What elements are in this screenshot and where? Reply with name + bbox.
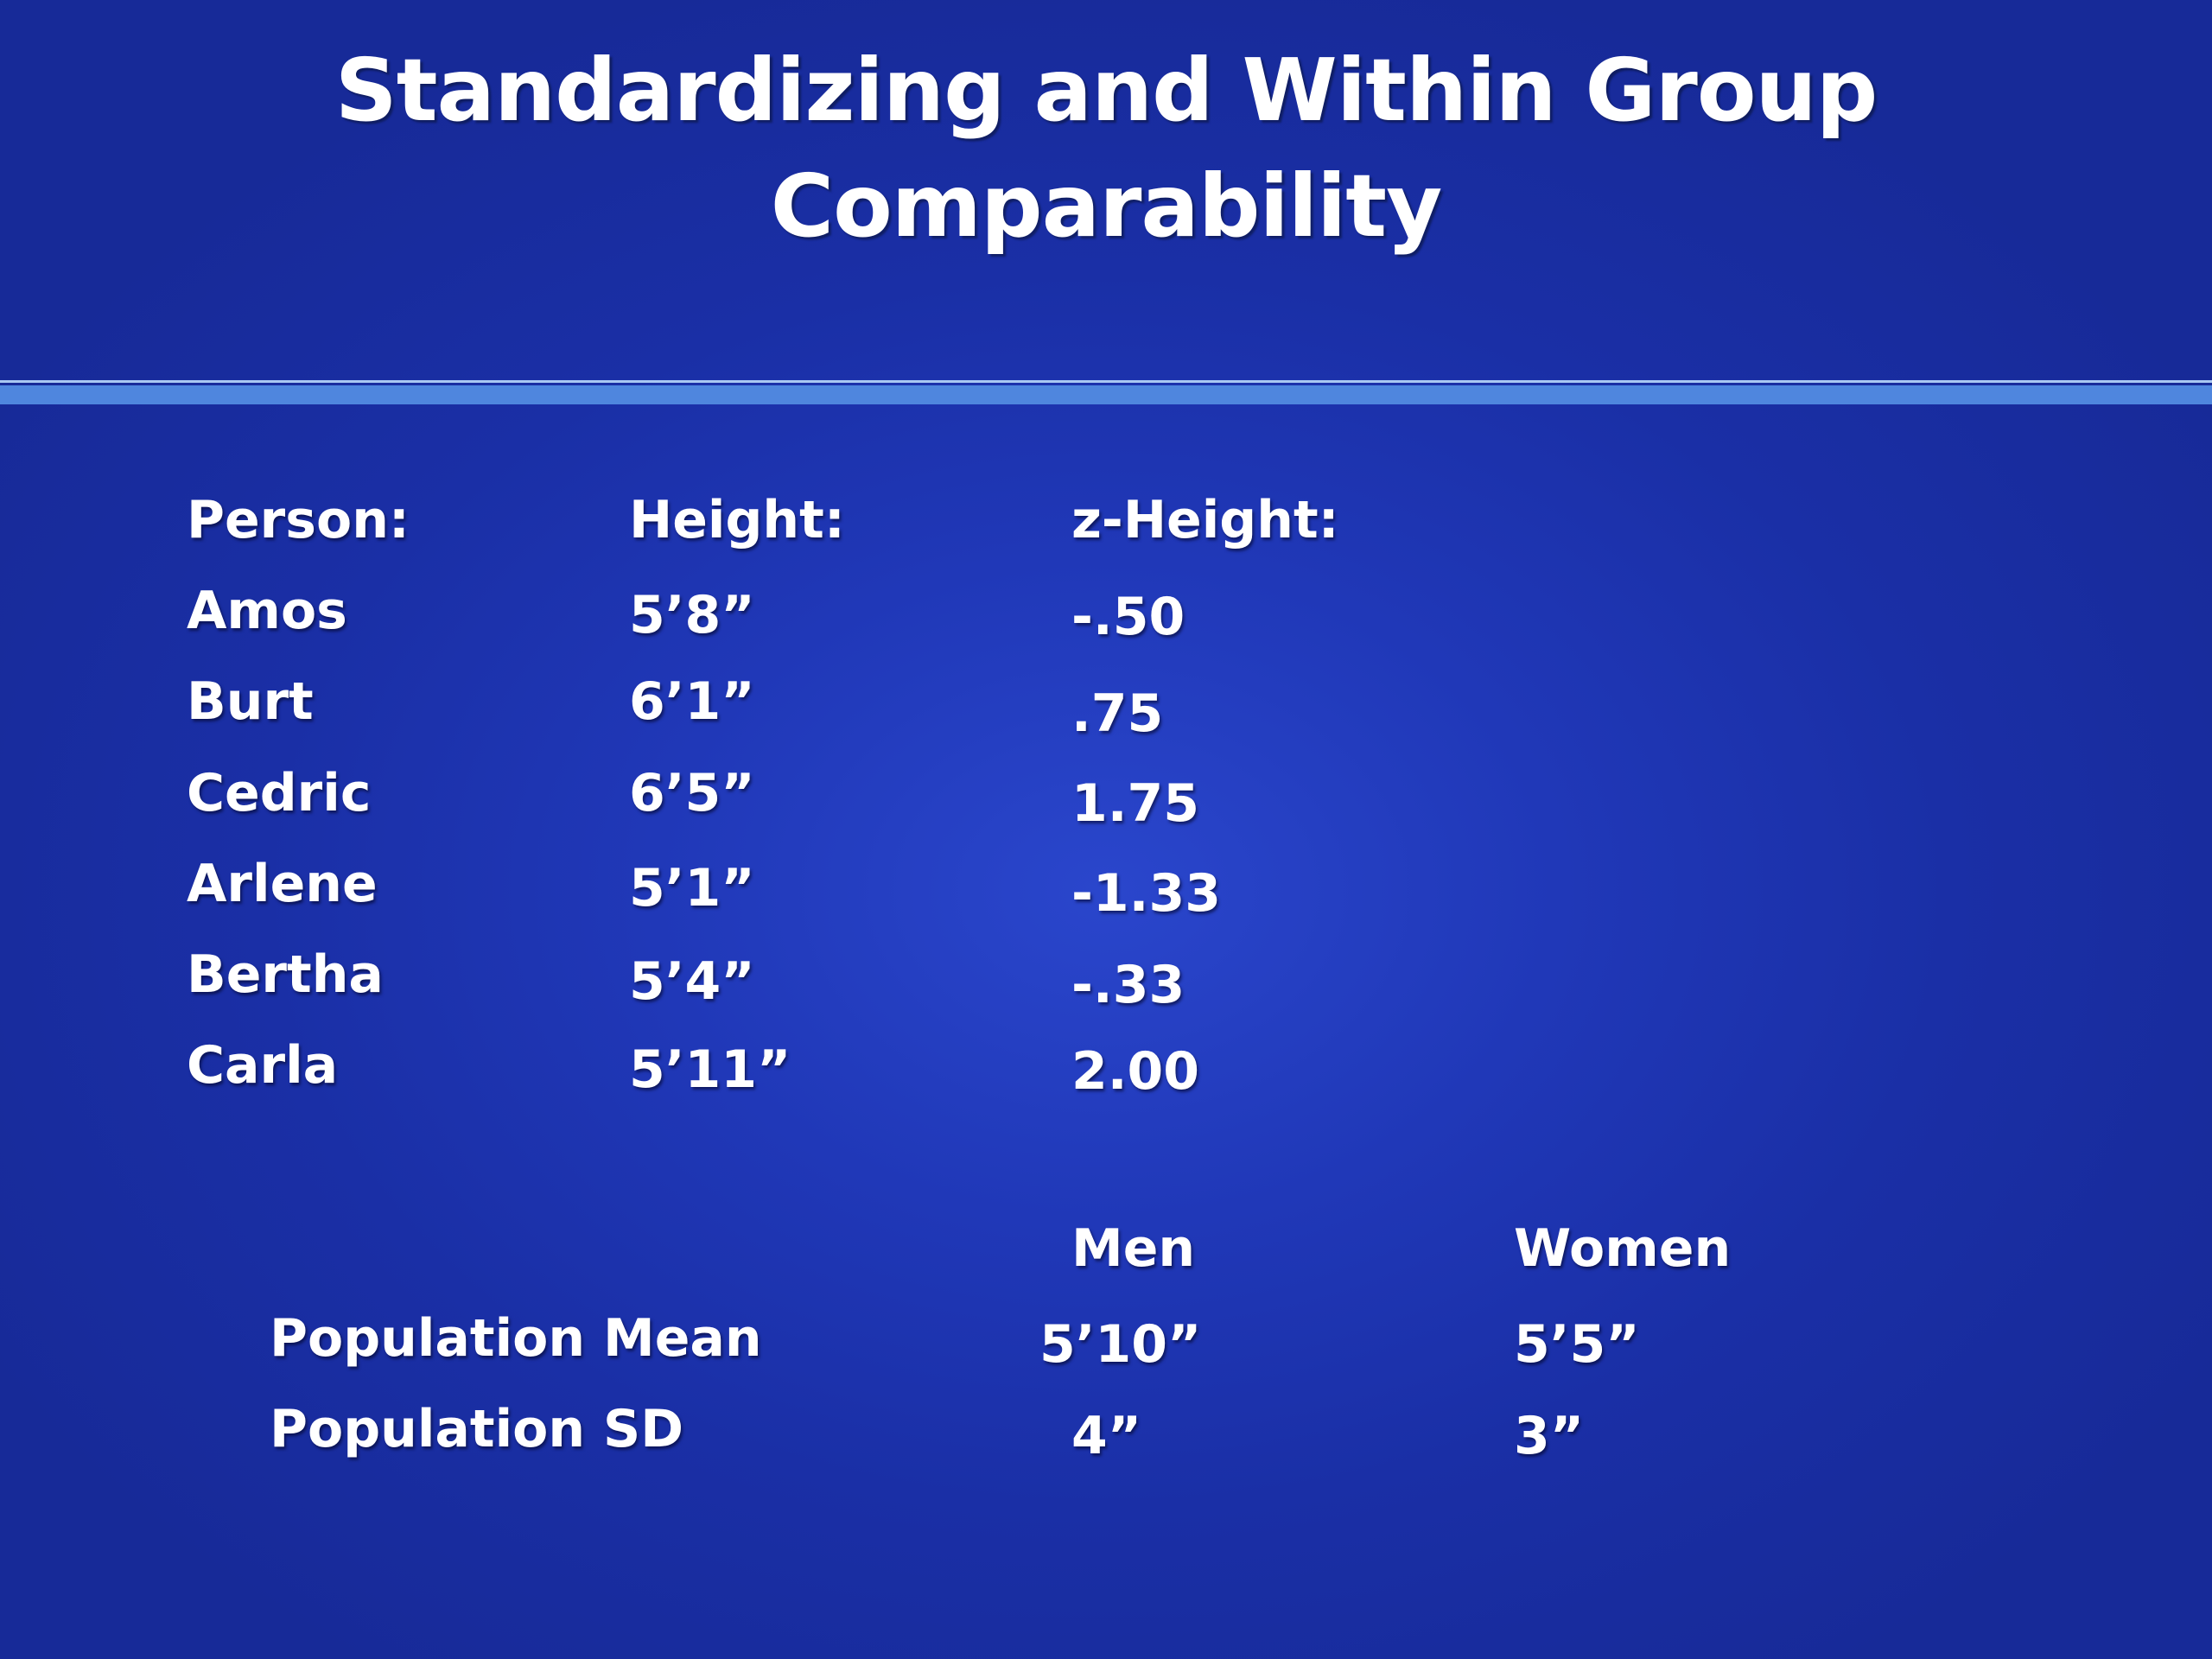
person-height: 5’1” bbox=[629, 858, 755, 918]
population-header-women: Women bbox=[1514, 1218, 1732, 1279]
person-z-height: -.33 bbox=[1071, 955, 1185, 1015]
title-divider-band bbox=[0, 385, 2212, 404]
person-name: Burt bbox=[187, 671, 314, 732]
title-divider-line bbox=[0, 380, 2212, 383]
population-mean-label: Population Mean bbox=[270, 1308, 762, 1369]
slide-title: Standardizing and Within Group Comparabi… bbox=[0, 33, 2212, 264]
header-height: Height: bbox=[629, 490, 845, 550]
person-height: 5’8” bbox=[629, 585, 755, 645]
person-height: 6’1” bbox=[629, 671, 755, 732]
person-name: Cedric bbox=[187, 763, 372, 823]
slide-title-line-2: Comparability bbox=[770, 156, 1443, 257]
person-height: 5’4” bbox=[629, 951, 755, 1012]
slide-title-line-1: Standardizing and Within Group bbox=[334, 40, 1878, 141]
person-name: Arlene bbox=[187, 854, 378, 914]
population-sd-men: 4” bbox=[1071, 1406, 1142, 1466]
person-height: 6’5” bbox=[629, 763, 755, 823]
header-person: Person: bbox=[187, 490, 410, 550]
population-header-men: Men bbox=[1071, 1218, 1196, 1279]
header-z-height: z-Height: bbox=[1071, 490, 1339, 550]
person-name: Carla bbox=[187, 1035, 339, 1096]
population-sd-label: Population SD bbox=[270, 1399, 684, 1459]
person-height: 5’11” bbox=[629, 1039, 791, 1100]
person-name: Bertha bbox=[187, 944, 384, 1005]
person-z-height: -.50 bbox=[1071, 587, 1185, 647]
person-z-height: 1.75 bbox=[1071, 773, 1200, 834]
population-sd-women: 3” bbox=[1514, 1406, 1585, 1466]
person-z-height: 2.00 bbox=[1071, 1041, 1200, 1102]
population-mean-men: 5’10” bbox=[1039, 1314, 1202, 1375]
person-z-height: .75 bbox=[1071, 683, 1164, 744]
population-mean-women: 5’5” bbox=[1514, 1314, 1640, 1375]
person-name: Amos bbox=[187, 581, 347, 641]
person-z-height: -1.33 bbox=[1071, 863, 1221, 924]
